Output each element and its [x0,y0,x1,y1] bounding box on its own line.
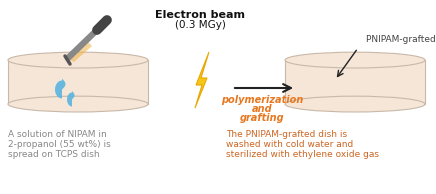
Ellipse shape [285,96,425,112]
Text: The PNIPAM-grafted dish is: The PNIPAM-grafted dish is [226,130,347,139]
Ellipse shape [8,96,148,112]
Polygon shape [66,40,92,62]
Text: 2-propanol (55 wt%) is: 2-propanol (55 wt%) is [8,140,111,149]
Text: PNIPAM-grafted layer: PNIPAM-grafted layer [366,35,436,44]
Text: A solution of NIPAM in: A solution of NIPAM in [8,130,107,139]
Polygon shape [195,52,209,108]
Text: spread on TCPS dish: spread on TCPS dish [8,150,99,159]
Ellipse shape [8,52,148,68]
Text: polymerization: polymerization [221,95,303,105]
Text: grafting: grafting [240,113,284,123]
Text: (0.3 MGy): (0.3 MGy) [174,20,225,30]
Text: and: and [252,104,272,114]
Text: Electron beam: Electron beam [155,10,245,20]
Polygon shape [8,60,148,104]
Polygon shape [285,60,425,104]
Text: sterilized with ethylene oxide gas: sterilized with ethylene oxide gas [226,150,379,159]
Ellipse shape [285,52,425,68]
Polygon shape [67,91,75,107]
Text: washed with cold water and: washed with cold water and [226,140,353,149]
Polygon shape [55,79,65,99]
